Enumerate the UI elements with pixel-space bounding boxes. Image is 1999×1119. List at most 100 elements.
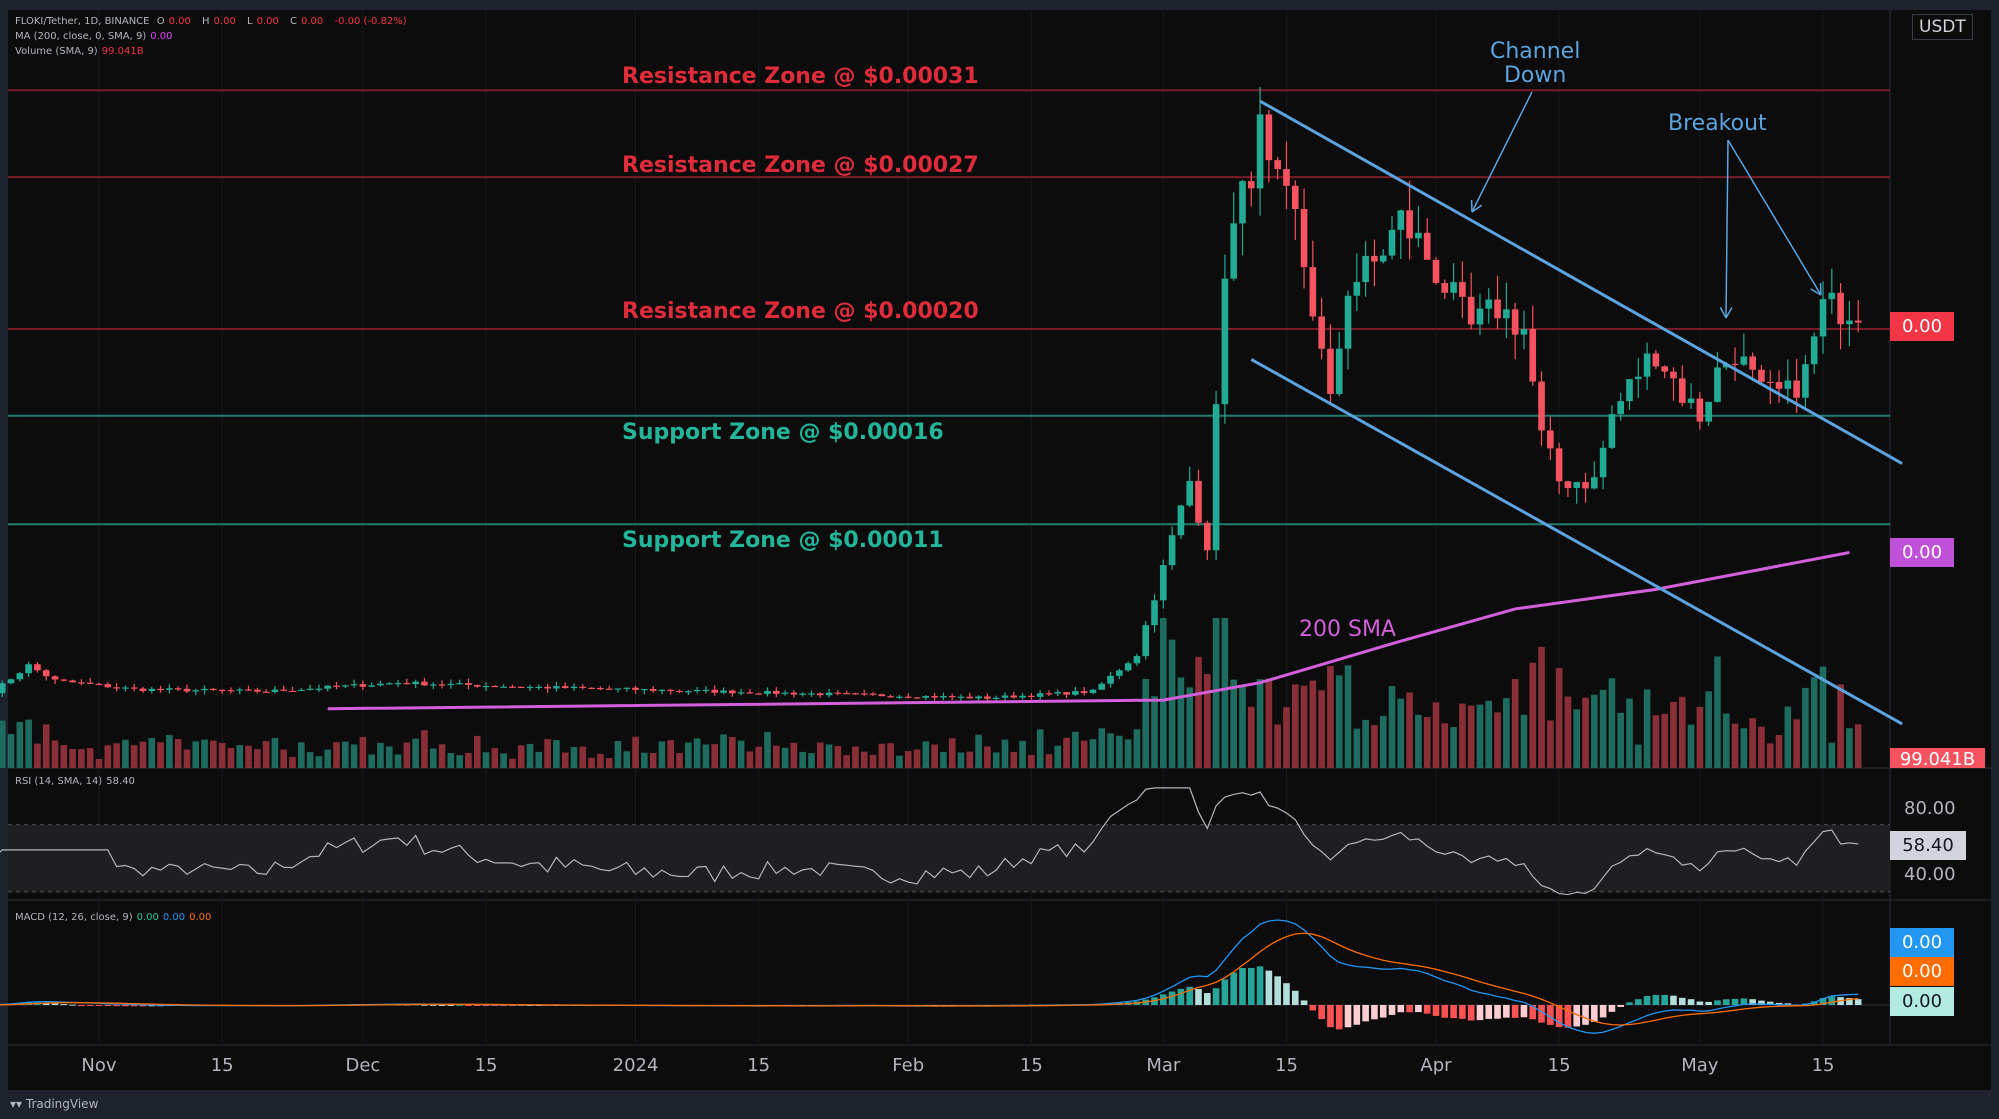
volume-bar: [825, 744, 833, 768]
volume-bar: [218, 742, 226, 768]
candle: [1793, 380, 1800, 398]
candle: [51, 676, 59, 680]
candle: [368, 685, 375, 687]
time-tick-label: Dec: [345, 1055, 381, 1076]
volume-bar: [1300, 685, 1308, 768]
macd-label: MACD (12, 26, close, 9): [15, 912, 133, 923]
close-value: 0.00: [301, 16, 324, 27]
time-tick-label: 15: [1019, 1055, 1043, 1076]
candle: [614, 688, 622, 690]
volume-bar: [139, 741, 147, 768]
volume-bar: [306, 752, 314, 768]
histogram-bar: [1714, 1000, 1721, 1005]
candle: [95, 683, 103, 686]
high-label: H: [202, 16, 210, 27]
candle: [491, 685, 499, 688]
candle: [166, 688, 173, 690]
channel-lower-line[interactable]: [1250, 358, 1903, 726]
time-tick-label: May: [1681, 1055, 1719, 1076]
volume-bar: [1503, 698, 1510, 768]
rsi-level-40: 40.00: [1904, 864, 1956, 885]
candle: [218, 689, 226, 692]
histogram-bar: [1775, 1002, 1783, 1005]
volume-bar: [790, 742, 798, 768]
histogram-bar: [1846, 998, 1853, 1005]
histogram-bar: [1379, 1005, 1387, 1018]
histogram-bar: [1617, 1005, 1625, 1007]
histogram-bar: [1327, 1005, 1334, 1028]
sma-200-line[interactable]: [327, 551, 1850, 711]
time-tick-label: 15: [474, 1055, 498, 1076]
candle: [1423, 232, 1431, 260]
candle: [676, 690, 683, 693]
breakout-arrow-1[interactable]: [1725, 139, 1729, 319]
volume-bar: [605, 758, 613, 768]
candle: [605, 688, 613, 690]
volume-bar: [1476, 704, 1484, 768]
time-tick-label: 15: [747, 1055, 771, 1076]
candle: [1291, 185, 1299, 210]
histogram-bar: [1388, 1005, 1396, 1015]
channel-arrow[interactable]: [1471, 91, 1533, 213]
candle: [1256, 114, 1264, 189]
volume-bar: [289, 757, 296, 768]
candle: [86, 682, 94, 684]
time-tick-label: 15: [210, 1055, 234, 1076]
histogram-bar: [1854, 999, 1862, 1005]
candle: [1766, 381, 1774, 384]
volume-bar: [1371, 725, 1378, 768]
currency-button[interactable]: USDT: [1912, 14, 1973, 40]
volume-bar: [1802, 687, 1809, 768]
candle: [878, 694, 886, 697]
volume-bar: [1089, 739, 1097, 768]
volume-bar: [0, 720, 6, 768]
candle: [1467, 296, 1475, 325]
candle: [667, 689, 675, 692]
histogram-bar: [1265, 970, 1273, 1005]
volume-bar: [227, 747, 235, 768]
candle: [1054, 692, 1062, 694]
volume-bar: [1705, 691, 1712, 768]
candle: [1485, 299, 1493, 309]
volume-bar: [1195, 656, 1202, 768]
volume-bar: [245, 745, 252, 768]
volume-bar: [1547, 720, 1554, 768]
candles[interactable]: [0, 86, 1862, 702]
channel-upper-line[interactable]: [1259, 99, 1903, 465]
macd-legend: MACD (12, 26, close, 9) 0.00 0.00 0.00: [15, 912, 215, 923]
volume-bar: [720, 734, 727, 768]
volume-bar: [1538, 646, 1545, 768]
volume-bar: [922, 741, 930, 768]
breakout-annotation: Breakout: [1668, 111, 1767, 136]
breakout-arrow-2[interactable]: [1727, 139, 1822, 296]
histogram-bar: [429, 1004, 437, 1006]
candle: [588, 687, 595, 689]
histogram-bar: [1722, 999, 1730, 1005]
volume-bar: [948, 738, 956, 768]
candle: [693, 689, 701, 692]
volume-bar: [913, 749, 921, 768]
candle: [245, 689, 252, 691]
rsi-line[interactable]: [0, 787, 1859, 896]
histogram-bar: [1353, 1005, 1361, 1025]
candle: [790, 692, 798, 695]
volume-bar: [1749, 718, 1756, 768]
candle: [535, 686, 543, 689]
volume-bar: [1819, 666, 1827, 768]
histogram-bar: [42, 1002, 50, 1005]
candle: [1335, 348, 1343, 395]
candle: [1696, 398, 1704, 422]
signal-line[interactable]: [0, 932, 1859, 1026]
histogram-bar: [1573, 1005, 1581, 1027]
volume-bar: [1591, 694, 1598, 768]
histogram-bar: [1538, 1005, 1545, 1023]
time-tick-label: Apr: [1420, 1055, 1452, 1076]
histogram-bar: [456, 1004, 463, 1006]
volume-bar: [491, 748, 499, 768]
volume-bar: [676, 753, 683, 768]
candle: [957, 696, 965, 698]
candle: [1230, 223, 1237, 279]
candle: [289, 690, 296, 693]
volume-bar: [86, 748, 94, 768]
